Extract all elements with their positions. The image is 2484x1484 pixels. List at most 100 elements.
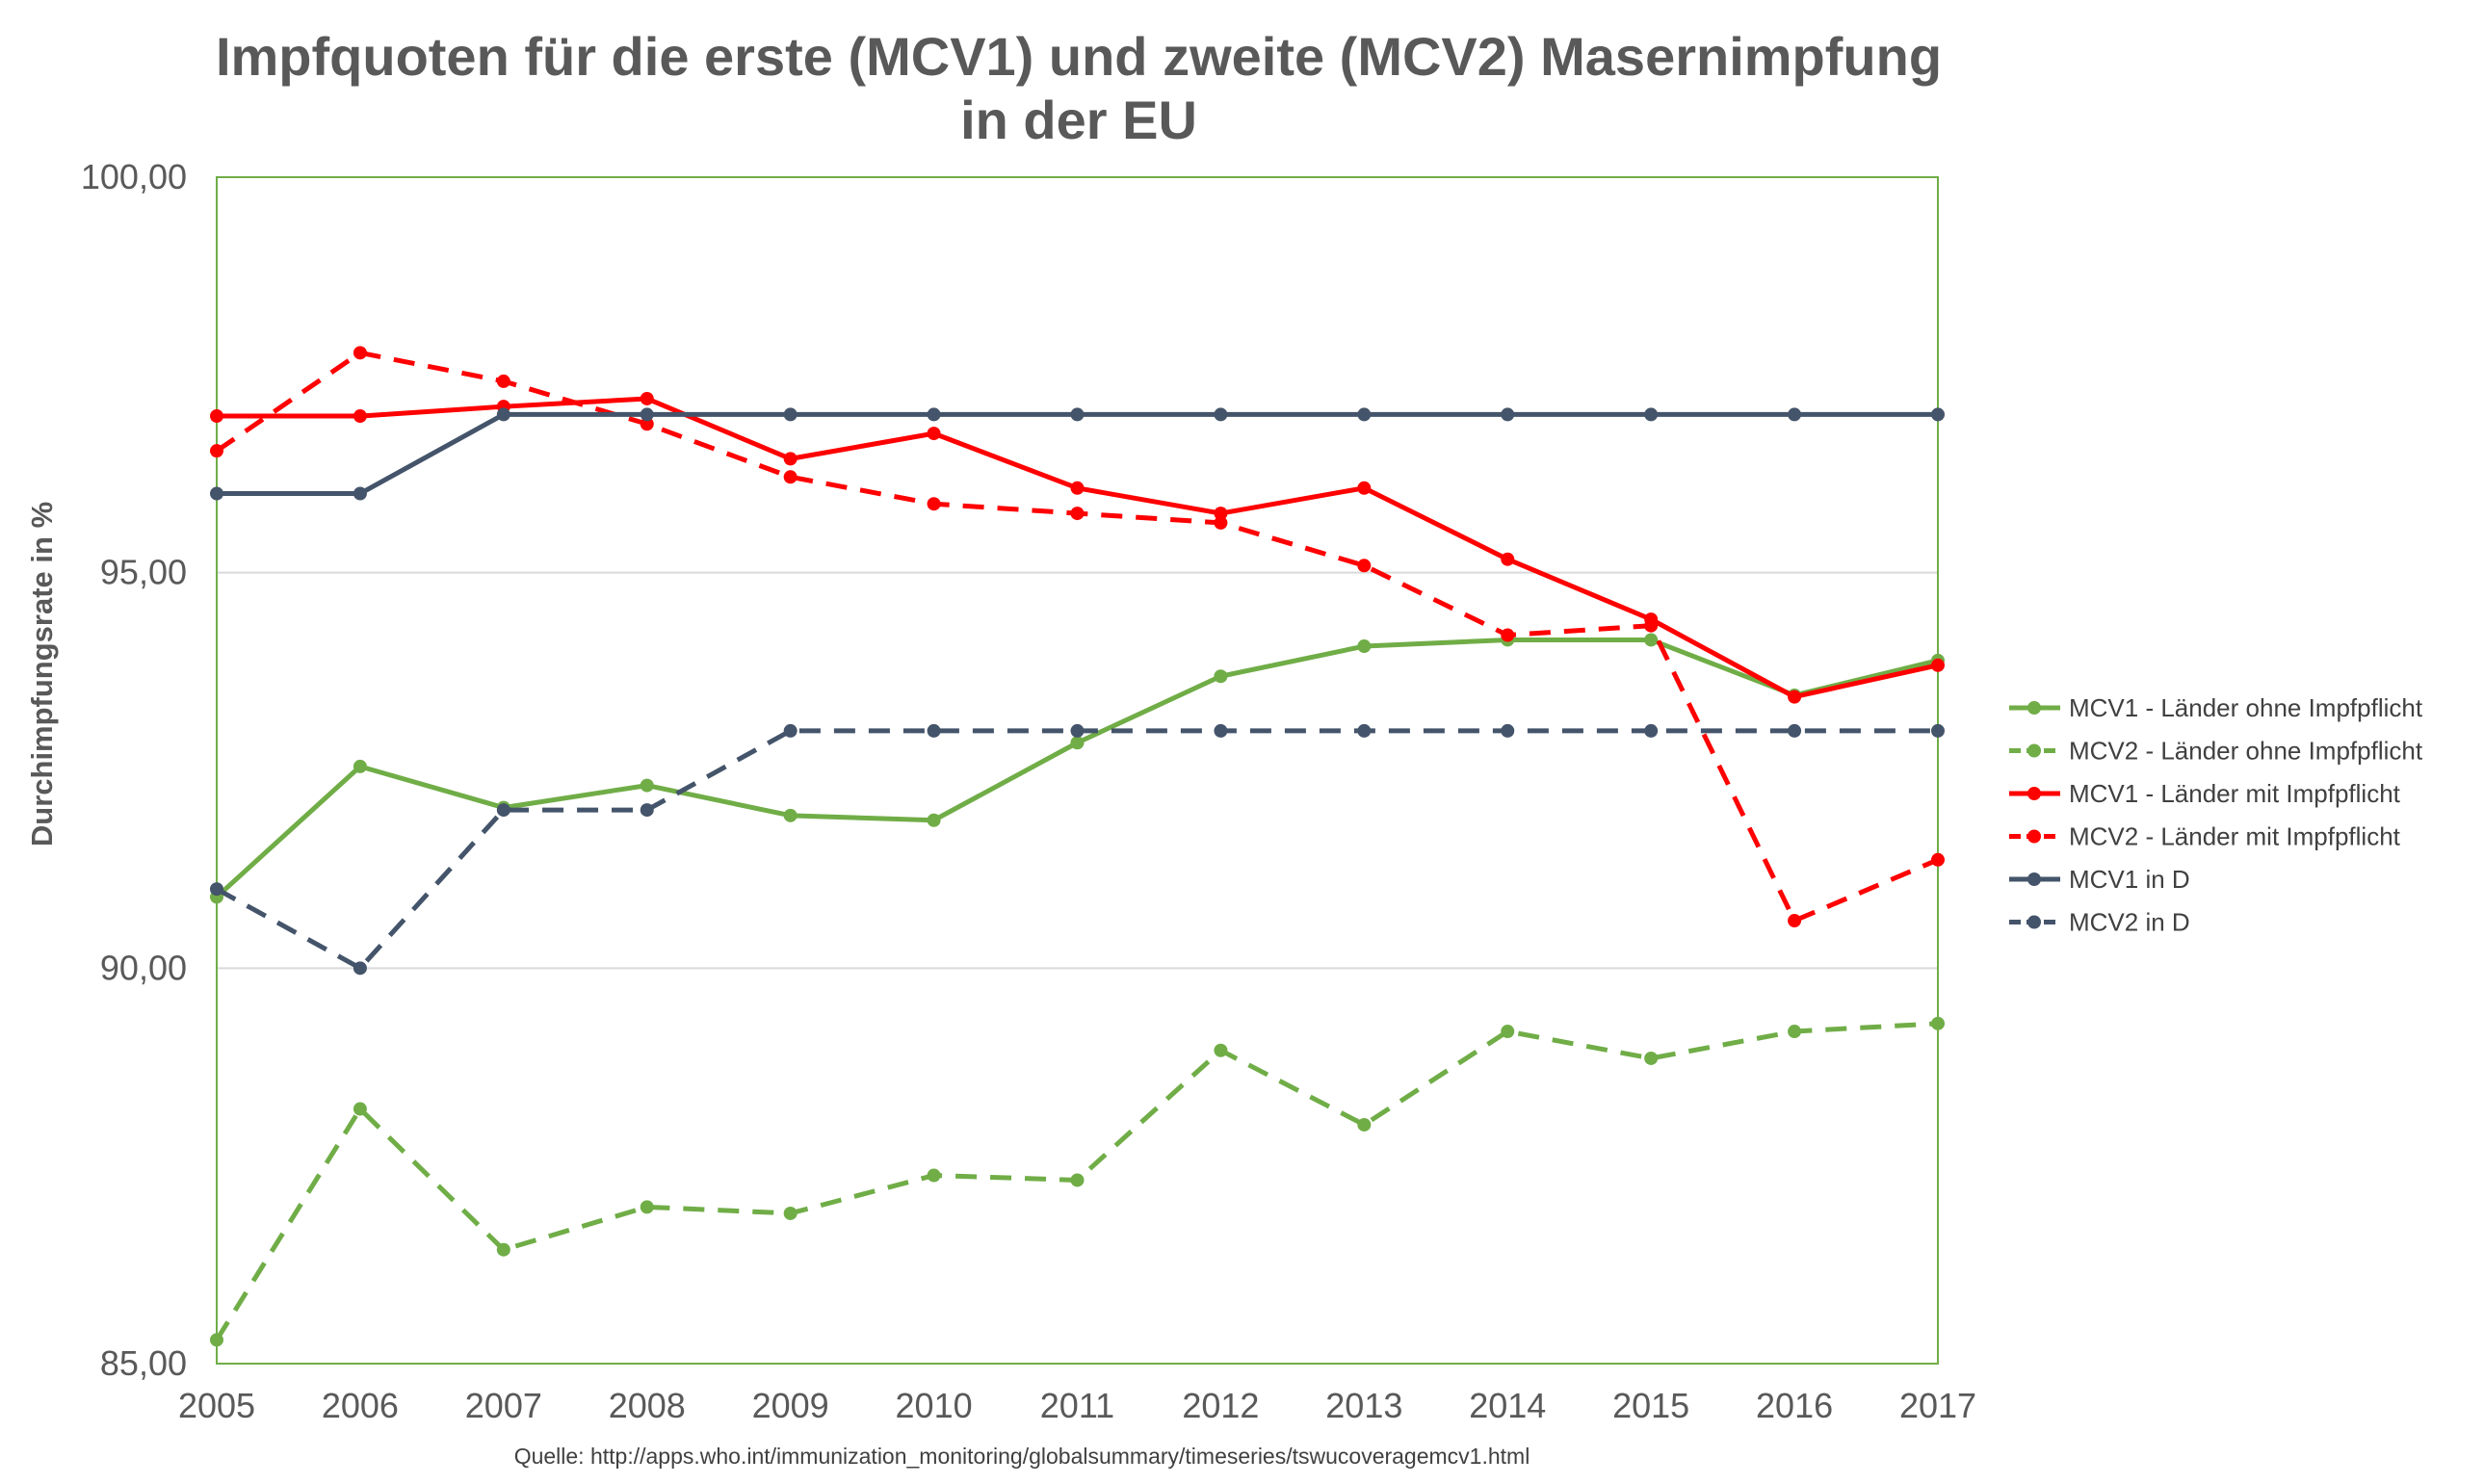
data-point (1788, 723, 1802, 738)
data-point (1070, 736, 1085, 750)
y-tick-label: 95,00 (100, 553, 187, 592)
legend-label: MCV2 - Länder ohne Impfpflicht (2069, 737, 2423, 766)
legend-marker (2027, 701, 2041, 715)
data-point (783, 470, 797, 484)
data-point (210, 444, 223, 458)
data-point (640, 778, 654, 793)
data-point (783, 407, 797, 422)
legend-item: MCV1 in D (2009, 865, 2190, 894)
data-point (1501, 723, 1515, 738)
data-point (1501, 407, 1515, 422)
legend-item: MCV1 - Länder ohne Impfpflicht (2009, 693, 2423, 722)
data-point (1501, 628, 1515, 642)
legend-label: MCV1 - Länder mit Impfpflicht (2069, 779, 2401, 808)
series-3 (210, 346, 1945, 928)
data-point (1357, 1117, 1372, 1132)
series-lines (210, 346, 1945, 1347)
data-point (496, 407, 510, 422)
data-point (1357, 723, 1372, 738)
data-point (783, 808, 797, 822)
data-point (1788, 407, 1802, 422)
x-tick-label: 2017 (1899, 1386, 1976, 1425)
data-point (640, 803, 654, 818)
data-point (353, 961, 367, 976)
data-point (353, 759, 367, 773)
data-point (210, 882, 223, 897)
legend-marker (2027, 915, 2041, 929)
x-tick-label: 2016 (1756, 1386, 1833, 1425)
x-tick-label: 2008 (609, 1386, 686, 1425)
legend-label: MCV1 in D (2069, 865, 2190, 894)
data-point (1644, 723, 1659, 738)
series-5 (210, 723, 1945, 976)
data-point (1788, 1025, 1802, 1039)
data-point (1644, 633, 1659, 647)
data-point (1931, 1016, 1945, 1030)
data-point (1931, 658, 1945, 672)
legend-marker (2027, 872, 2041, 886)
x-axis-ticks: 2005 2006 2007 2008 2009 2010 2011 2012 2013 2014… (178, 1386, 1976, 1425)
legend-item: MCV1 - Länder mit Impfpflicht (2009, 779, 2401, 808)
legend-item: MCV2 - Länder mit Impfpflicht (2009, 822, 2401, 851)
data-point (496, 1242, 510, 1257)
data-point (927, 407, 941, 422)
data-point (640, 407, 654, 422)
x-tick-label: 2015 (1612, 1386, 1689, 1425)
x-tick-label: 2006 (322, 1386, 399, 1425)
data-point (496, 374, 510, 388)
chart-title-line1: Impfquoten für die erste (MCV1) und zwei… (216, 26, 1942, 87)
series-0 (210, 633, 1945, 904)
data-point (353, 346, 367, 360)
data-point (1788, 914, 1802, 928)
y-tick-label: 100,00 (81, 157, 187, 196)
plot-border (216, 176, 1939, 1365)
y-axis-ticks: 85,00 90,00 95,00 100,00 (81, 157, 187, 1383)
data-point (1214, 1043, 1228, 1057)
data-point (1214, 723, 1228, 738)
series-line (215, 728, 1938, 971)
series-1 (210, 1016, 1945, 1347)
data-point (783, 452, 797, 466)
data-point (640, 391, 654, 405)
legend-marker (2027, 787, 2041, 800)
data-point (1931, 852, 1945, 867)
data-point (1070, 407, 1085, 422)
data-point (1644, 618, 1659, 633)
data-point (927, 813, 941, 827)
x-tick-label: 2011 (1040, 1386, 1114, 1425)
data-point (1070, 1173, 1085, 1187)
data-point (1501, 1025, 1515, 1039)
data-point (1644, 1051, 1659, 1065)
data-point (927, 1168, 941, 1183)
x-tick-label: 2010 (896, 1386, 973, 1425)
data-point (210, 486, 223, 501)
data-point (210, 1333, 223, 1347)
x-tick-label: 2014 (1469, 1386, 1546, 1425)
chart-title-line2: in der EU (960, 90, 1197, 150)
y-tick-label: 85,00 (100, 1343, 187, 1383)
y-tick-label: 90,00 (100, 948, 187, 987)
data-point (1357, 559, 1372, 573)
data-point (1644, 407, 1659, 422)
x-tick-label: 2013 (1325, 1386, 1402, 1425)
data-point (1070, 723, 1085, 738)
data-point (783, 1206, 797, 1220)
source-note: Quelle: http://apps.who.int/immunization… (514, 1444, 1530, 1469)
data-point (1070, 507, 1085, 521)
legend-label: MCV2 in D (2069, 908, 2190, 937)
data-point (1931, 723, 1945, 738)
data-point (1214, 407, 1228, 422)
x-tick-label: 2007 (465, 1386, 542, 1425)
legend-marker (2027, 829, 2041, 844)
y-axis-label: Durchimpfungsrate in % (25, 502, 59, 846)
data-point (927, 427, 941, 441)
series-2 (210, 391, 1945, 704)
data-point (927, 497, 941, 511)
legend-item: MCV2 in D (2009, 908, 2190, 937)
data-point (640, 417, 654, 431)
data-point (1931, 407, 1945, 422)
data-point (1357, 639, 1372, 654)
data-point (1501, 552, 1515, 566)
data-point (353, 409, 367, 424)
